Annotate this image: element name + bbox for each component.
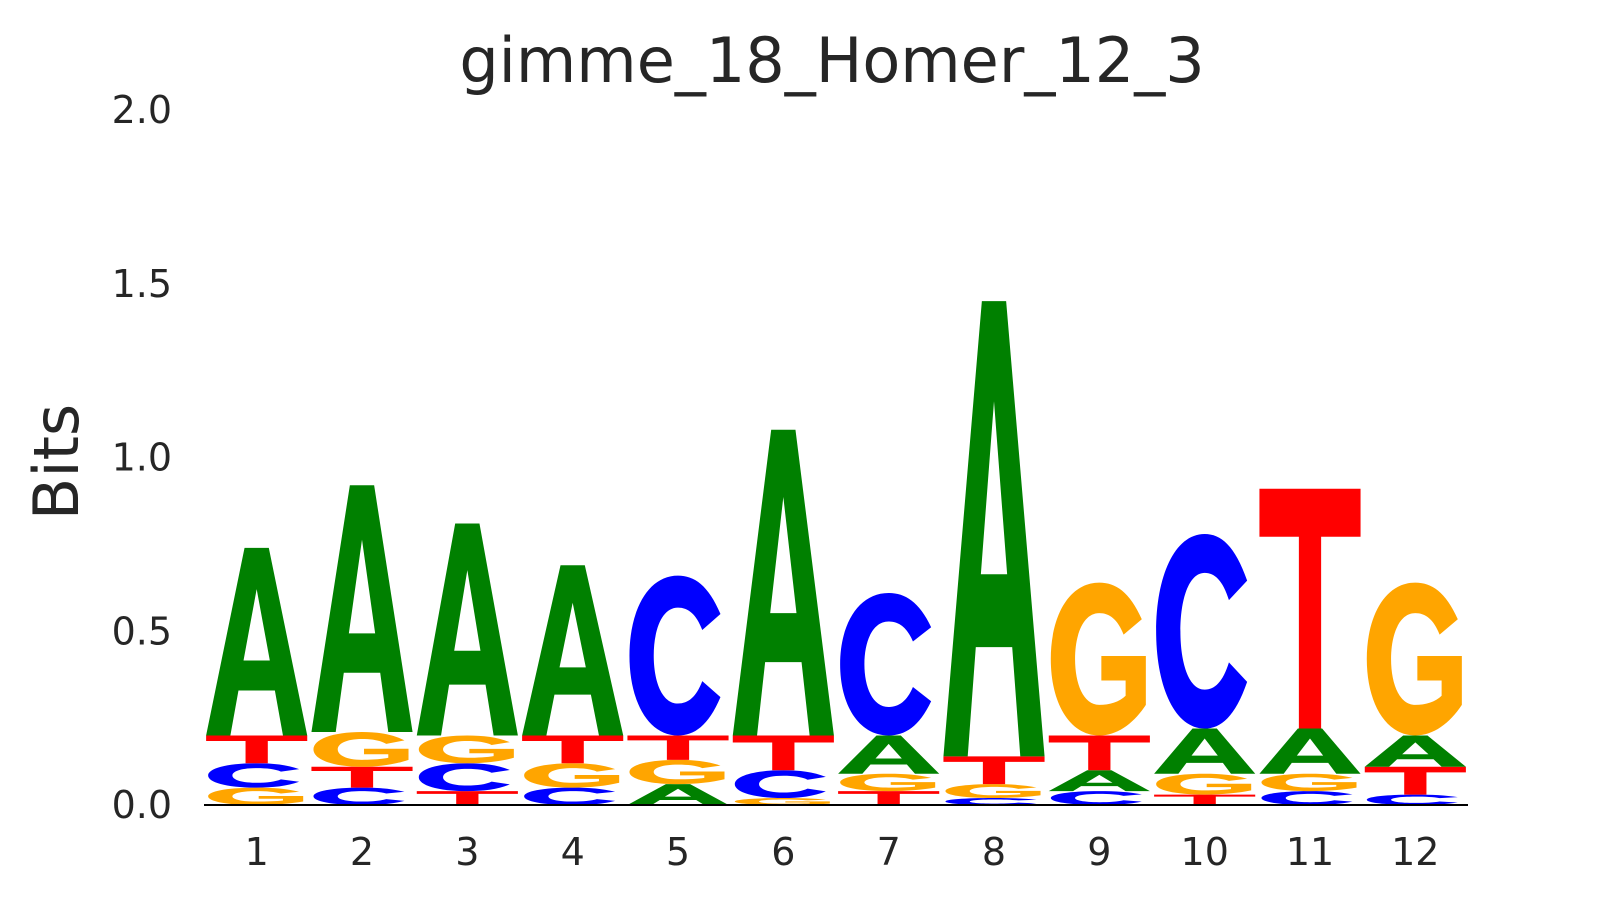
logo-letter-A: [1259, 728, 1361, 774]
logo-letter-T: [838, 791, 940, 805]
x-tick-label: 9: [1087, 830, 1111, 874]
logo-letter-T: [206, 735, 308, 764]
logo-letter-T: [416, 791, 518, 805]
logo-letter-G: [1261, 773, 1357, 792]
y-tick-label: 0.5: [112, 609, 172, 653]
logo-letter-G: [524, 763, 620, 788]
logo-letter-G: [840, 773, 936, 792]
x-tick-label: 5: [666, 830, 690, 874]
logo-letter-C: [629, 575, 721, 736]
logo-stack-position: [1364, 582, 1466, 805]
y-tick-label: 2.0: [112, 88, 172, 132]
logo-letter-T: [943, 756, 1045, 785]
logo-letter-C: [208, 763, 300, 788]
logo-stacks: [206, 301, 1466, 805]
logo-letter-T: [1259, 488, 1361, 729]
logo-letter-C: [418, 763, 510, 792]
logo-letter-G: [734, 798, 830, 805]
x-tick-label: 4: [561, 830, 585, 874]
logo-letter-C: [1261, 791, 1353, 805]
logo-letter-T: [732, 735, 834, 771]
logo-stack-position: [206, 547, 308, 805]
logo-letter-T: [1364, 766, 1466, 795]
x-tick-label: 7: [877, 830, 901, 874]
logo-letter-A: [206, 547, 308, 736]
y-tick-label: 0.0: [112, 783, 172, 827]
logo-letter-T: [522, 735, 624, 764]
logo-stack-position: [1048, 582, 1150, 805]
logo-letter-G: [1366, 582, 1462, 736]
logo-letter-C: [1156, 533, 1248, 729]
logo-stack-position: [522, 565, 624, 805]
logo-stack-position: [838, 593, 940, 805]
logo-letter-A: [943, 301, 1045, 757]
logo-letter-G: [629, 759, 725, 785]
logo-letter-A: [311, 485, 413, 733]
logo-letter-G: [945, 784, 1041, 799]
logo-stack-position: [732, 429, 834, 805]
logo-letter-A: [838, 735, 940, 774]
x-tick-label: 8: [982, 830, 1006, 874]
y-tick-label: 1.0: [112, 436, 172, 480]
logo-letter-G: [418, 735, 514, 764]
logo-letter-C: [945, 798, 1037, 805]
logo-stack-position: [943, 301, 1045, 805]
logo-letter-C: [313, 787, 405, 805]
logo-letter-A: [627, 784, 729, 805]
logo-stack-position: [416, 523, 518, 805]
logo-letter-T: [627, 735, 729, 760]
logo-stack-position: [1154, 533, 1256, 805]
x-tick-label: 3: [455, 830, 479, 874]
logo-letter-C: [734, 770, 826, 799]
logo-letter-C: [524, 787, 616, 805]
logo-letter-C: [1366, 794, 1458, 805]
logo-letter-G: [1050, 582, 1146, 736]
logo-letter-C: [840, 593, 932, 736]
logo-letter-G: [313, 732, 409, 767]
x-tick-label: 12: [1391, 830, 1439, 874]
logo-letter-T: [311, 766, 413, 788]
x-tick-label: 1: [245, 830, 269, 874]
logo-letter-G: [208, 787, 304, 805]
x-tick-label: 10: [1181, 830, 1229, 874]
logo-letter-T: [1154, 794, 1256, 805]
logo-letter-A: [1154, 728, 1256, 774]
logo-stack-position: [627, 575, 729, 805]
logo-letter-A: [1048, 770, 1150, 792]
y-tick-label: 1.5: [112, 262, 172, 306]
x-axis-ticks: 1 2 3 4 5 6 7 8 9 10 11 12: [245, 830, 1440, 874]
logo-stack-position: [1259, 488, 1361, 805]
y-axis-ticks: 0.0 0.5 1.0 1.5 2.0: [112, 88, 172, 827]
x-tick-label: 2: [350, 830, 374, 874]
logo-stack-position: [311, 485, 413, 805]
x-tick-label: 11: [1286, 830, 1334, 874]
logo-letter-G: [1156, 773, 1252, 795]
logo-letter-A: [416, 523, 518, 736]
x-tick-label: 6: [771, 830, 795, 874]
logo-letter-A: [522, 565, 624, 736]
logo-letter-A: [732, 429, 834, 736]
logo-letter-A: [1364, 735, 1466, 767]
logo-letter-C: [1050, 791, 1142, 805]
logo-letter-T: [1048, 735, 1150, 771]
chart-title: gimme_18_Homer_12_3: [459, 24, 1204, 97]
y-axis-label: Bits: [20, 404, 93, 520]
